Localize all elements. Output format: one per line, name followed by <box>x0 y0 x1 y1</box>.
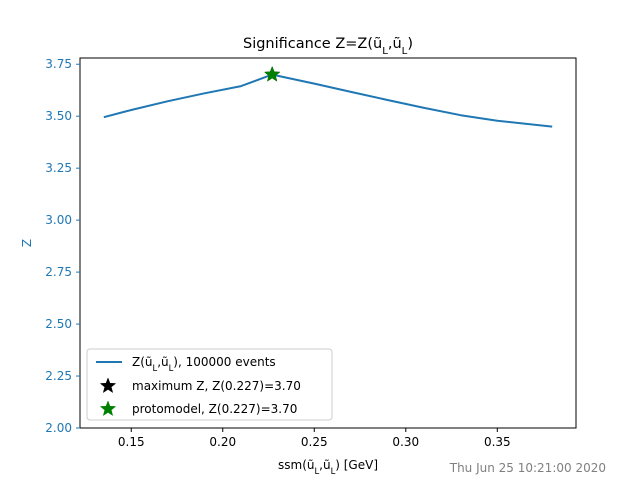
marker-layer <box>263 65 281 82</box>
x-axis-ticks: 0.15 0.20 0.25 0.30 0.35 <box>118 428 511 449</box>
series-layer <box>103 73 553 128</box>
y-tick-label: 3.00 <box>45 213 72 227</box>
legend-label: maximum Z, Z(0.227)=3.70 <box>132 379 301 393</box>
y-tick-label: 2.75 <box>45 265 72 279</box>
legend-label: protomodel, Z(0.227)=3.70 <box>132 402 297 416</box>
y-tick-label: 2.25 <box>45 369 72 383</box>
legend: Z(ũL,ũL), 100000 events maximum Z, Z(0.22… <box>86 348 333 421</box>
x-axis-label: ssm(ũL,ũL) [GeV] <box>278 458 378 476</box>
y-tick-label: 3.25 <box>45 161 72 175</box>
x-tick-label: 0.15 <box>118 435 145 449</box>
marker-star <box>263 65 281 82</box>
legend-box <box>86 348 333 421</box>
legend-label: Z(ũL,ũL), 100000 events <box>132 355 276 373</box>
timestamp: Thu Jun 25 10:21:00 2020 <box>449 461 606 475</box>
y-axis-ticks: 2.00 2.25 2.50 2.75 3.00 3.25 3.50 3.75 <box>45 57 80 435</box>
chart-title: Significance Z=Z(ũL,ũL) <box>243 36 413 57</box>
x-tick-label: 0.30 <box>392 435 419 449</box>
plot-frame <box>79 57 577 429</box>
x-tick-label: 0.20 <box>209 435 236 449</box>
legend-star-swatch <box>99 377 117 394</box>
y-tick-label: 2.50 <box>45 317 72 331</box>
legend-star-swatch <box>99 400 117 417</box>
y-axis-label: Z <box>20 239 34 247</box>
x-tick-label: 0.25 <box>301 435 328 449</box>
y-tick-label: 3.75 <box>45 57 72 71</box>
y-tick-label: 3.50 <box>45 109 72 123</box>
y-tick-label: 2.00 <box>45 421 72 435</box>
x-tick-label: 0.35 <box>484 435 511 449</box>
series-line <box>103 73 553 128</box>
